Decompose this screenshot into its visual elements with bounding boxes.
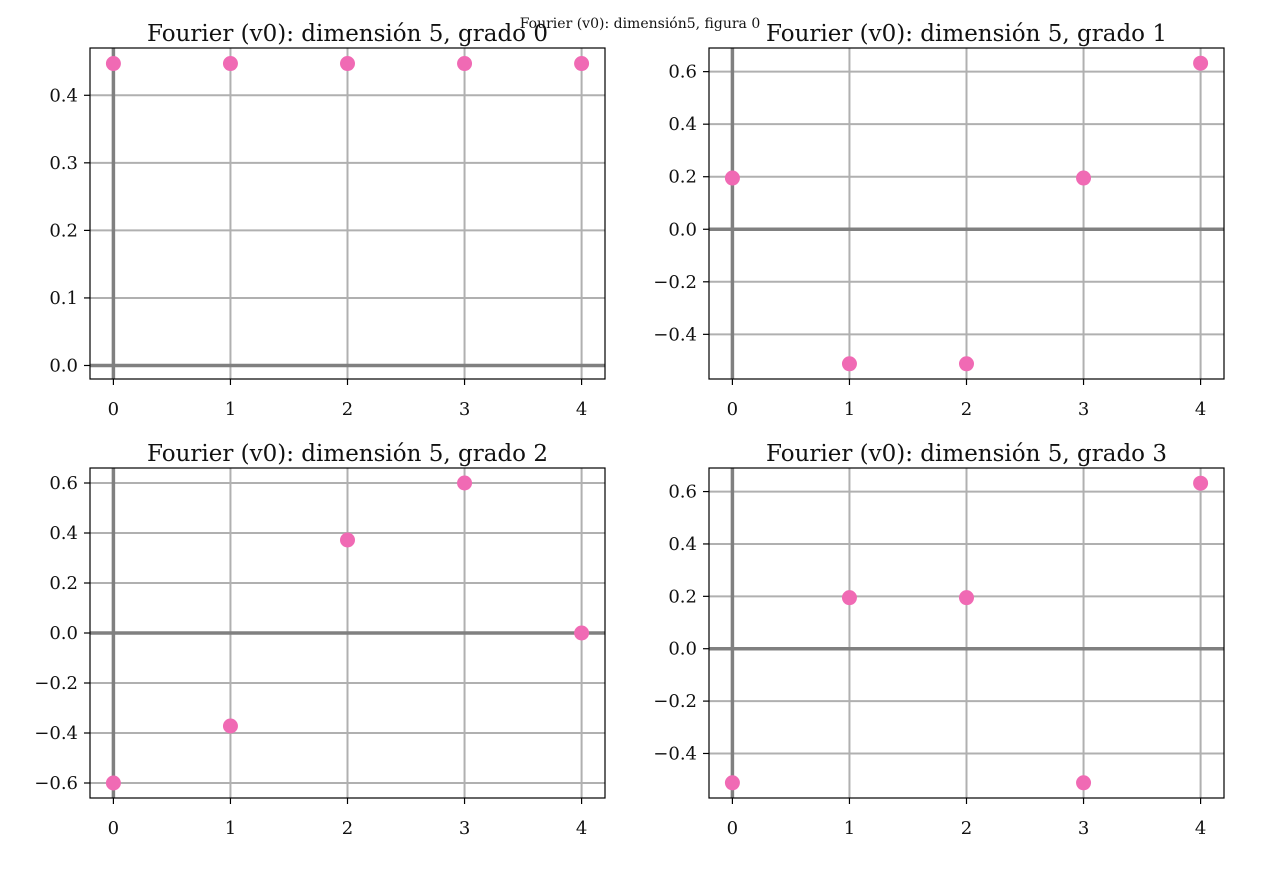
- data-point: [959, 590, 974, 606]
- data-point: [1193, 55, 1209, 71]
- x-tick-label: 2: [961, 818, 972, 839]
- subplot-title: Fourier (v0): dimensión 5, grado 1: [766, 21, 1167, 47]
- x-tick-label: 0: [108, 399, 119, 420]
- x-tick-label: 2: [342, 399, 353, 420]
- data-point: [340, 56, 355, 72]
- data-point: [574, 625, 590, 641]
- y-tick-label: −0.4: [653, 324, 697, 345]
- y-tick-label: 0.6: [49, 473, 78, 494]
- y-tick-label: 0.2: [49, 220, 78, 241]
- data-point: [724, 170, 740, 186]
- y-tick-label: 0.2: [49, 573, 78, 594]
- y-tick-label: 0.0: [49, 623, 78, 644]
- data-point: [841, 590, 857, 606]
- y-tick-label: 0.2: [668, 167, 697, 188]
- y-tick-label: −0.2: [653, 272, 697, 293]
- x-tick-label: 4: [576, 399, 587, 420]
- subplot-title: Fourier (v0): dimensión 5, grado 3: [766, 441, 1167, 467]
- figure-suptitle: Fourier (v0): dimensión5, figura 0: [519, 16, 761, 32]
- x-tick-label: 3: [459, 818, 470, 839]
- y-tick-label: −0.2: [34, 673, 78, 694]
- x-tick-label: 4: [1195, 818, 1206, 839]
- x-tick-label: 0: [727, 818, 738, 839]
- subplot-title: Fourier (v0): dimensión 5, grado 0: [147, 21, 548, 47]
- y-tick-label: 0.4: [668, 114, 697, 135]
- data-point: [340, 532, 355, 548]
- y-tick-label: 0.0: [668, 639, 697, 660]
- subplot-3: 0 1 2 3 4 −0.4 −0.2 0.0 0.2 0.4 0.6 Fourier (v0): d…: [653, 441, 1225, 839]
- data-point: [841, 356, 857, 372]
- subplot-1: 0 1 2 3 4 −0.4 −0.2 0.0 0.2 0.4 0.6 Fourier (v0): d…: [653, 21, 1225, 420]
- y-tick-label: −0.2: [653, 691, 697, 712]
- y-tick-label: −0.4: [34, 723, 78, 744]
- y-tick-label: −0.4: [653, 743, 697, 764]
- x-tick-label: 4: [576, 818, 587, 839]
- y-tick-label: 0.0: [668, 219, 697, 240]
- x-tick-label: 1: [225, 818, 236, 839]
- x-tick-label: 2: [961, 399, 972, 420]
- x-tick-label: 1: [844, 399, 855, 420]
- data-point: [222, 56, 238, 72]
- x-tick-label: 1: [225, 399, 236, 420]
- y-tick-label: 0.0: [49, 355, 78, 376]
- y-tick-label: 0.4: [668, 534, 697, 555]
- x-tick-label: 1: [844, 818, 855, 839]
- data-point: [457, 56, 473, 72]
- data-point: [724, 775, 740, 791]
- data-point: [222, 718, 238, 734]
- data-point: [574, 56, 590, 72]
- x-tick-label: 3: [1078, 818, 1089, 839]
- x-tick-label: 0: [727, 399, 738, 420]
- x-tick-label: 4: [1195, 399, 1206, 420]
- data-point: [959, 356, 974, 372]
- subplot-title: Fourier (v0): dimensión 5, grado 2: [147, 441, 548, 467]
- y-tick-label: −0.6: [34, 773, 78, 794]
- data-point: [105, 775, 121, 791]
- subplot-0: 0 1 2 3 4 0.0 0.1 0.2 0.3 0.4 Fourier (v0): dimens…: [49, 21, 606, 420]
- x-tick-label: 3: [1078, 399, 1089, 420]
- y-tick-label: 0.6: [668, 482, 697, 503]
- x-tick-label: 3: [459, 399, 470, 420]
- data-point: [1076, 775, 1092, 791]
- x-tick-label: 0: [108, 818, 119, 839]
- data-point: [105, 56, 121, 72]
- y-tick-label: 0.4: [49, 523, 78, 544]
- data-point: [1193, 475, 1209, 491]
- x-tick-label: 2: [342, 818, 353, 839]
- data-point: [1076, 170, 1092, 186]
- y-tick-label: 0.1: [49, 288, 78, 309]
- y-tick-label: 0.6: [668, 62, 697, 83]
- y-tick-label: 0.2: [668, 586, 697, 607]
- y-tick-label: 0.3: [49, 153, 78, 174]
- y-tick-label: 0.4: [49, 85, 78, 106]
- subplot-2: 0 1 2 3 4 −0.6 −0.4 −0.2 0.0 0.2 0.4 0.6 Fourier (v0…: [34, 441, 606, 839]
- data-point: [457, 475, 473, 491]
